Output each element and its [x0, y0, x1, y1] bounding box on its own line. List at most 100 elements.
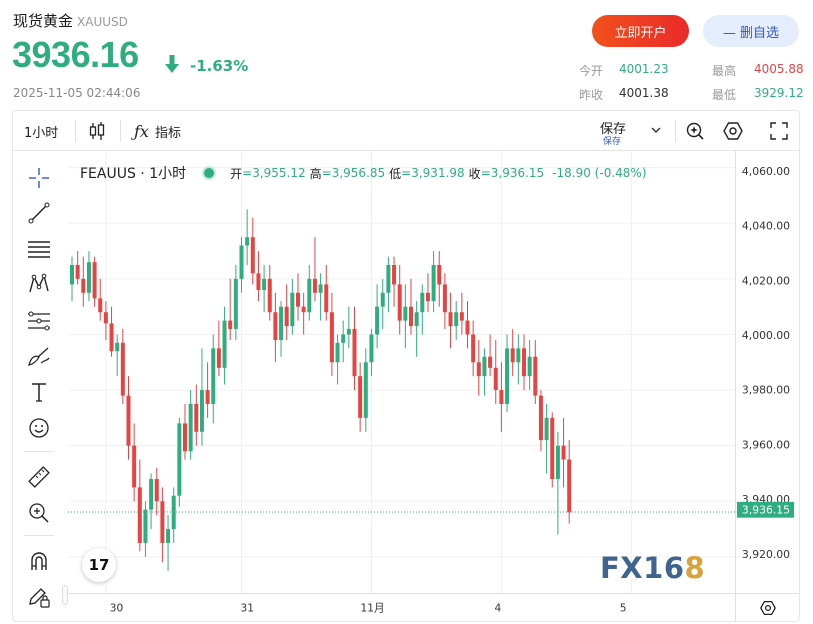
trend-line-tool[interactable]	[24, 198, 54, 228]
candle	[154, 467, 159, 516]
time-tick-label: 4	[494, 602, 501, 614]
candle-body	[222, 320, 227, 368]
candle	[273, 292, 278, 363]
candle-body	[154, 479, 159, 502]
candle-body	[352, 328, 357, 377]
zoom-tool[interactable]	[24, 498, 54, 528]
candle	[160, 487, 165, 563]
measure-tool[interactable]	[24, 462, 54, 492]
fullscreen-button[interactable]	[770, 118, 788, 144]
candle-body	[312, 278, 317, 293]
candle-body	[115, 342, 120, 352]
candle	[166, 515, 171, 571]
tradingview-logo[interactable]: 17	[82, 548, 116, 582]
axis-settings-button[interactable]	[735, 593, 799, 621]
candle	[454, 301, 459, 341]
settings-button[interactable]	[723, 118, 743, 144]
candle-body	[177, 423, 182, 496]
save-button[interactable]: 保存 保存	[598, 117, 668, 147]
candle-body	[98, 298, 103, 313]
candle	[137, 459, 142, 552]
candle-body	[70, 264, 74, 285]
candle	[120, 328, 125, 404]
pattern-tool[interactable]	[24, 269, 54, 299]
crosshair-tool[interactable]	[24, 163, 54, 193]
time-tick-label: 30	[110, 602, 124, 614]
candle-body	[454, 312, 459, 327]
candle	[538, 390, 543, 452]
candle-body	[211, 348, 216, 404]
brush-tool[interactable]	[24, 341, 54, 371]
candle-body	[318, 284, 323, 293]
candle-body	[103, 312, 108, 324]
magnet-icon	[31, 552, 47, 570]
pencil-lock-icon	[29, 588, 50, 608]
candle	[488, 334, 493, 377]
toolbar-separator	[675, 120, 676, 142]
candle-body	[437, 264, 442, 285]
candle	[522, 334, 526, 391]
candle	[341, 320, 346, 363]
candle-body	[205, 390, 210, 404]
candle	[505, 334, 510, 413]
candle	[290, 278, 295, 335]
indicators-label: 指标	[154, 125, 181, 141]
candle	[335, 334, 340, 385]
quote-timestamp: 2025-11-05 02:44:06	[13, 86, 141, 100]
candle-body	[239, 245, 244, 279]
candle	[493, 340, 498, 404]
candle	[86, 251, 91, 302]
interval-selector[interactable]: 1小时	[24, 125, 59, 141]
horizontal-lines-tool[interactable]	[24, 234, 54, 264]
price-axis[interactable]: 4,060.00 4,040.00 4,020.00 4,000.00 3,980.00…	[735, 151, 799, 593]
time-axis[interactable]: 30 31 11月 4 5	[68, 593, 735, 621]
instrument-name: 现货黄金	[13, 12, 74, 30]
legend-open-value: =3,955.12	[242, 166, 306, 180]
text-tool[interactable]	[24, 377, 54, 407]
tools-separator	[24, 535, 54, 536]
candle-body	[262, 278, 267, 290]
legend-low-label: 低	[389, 166, 402, 181]
horizontal-lines-icon	[28, 241, 50, 258]
candle-body	[324, 284, 329, 313]
candle-body	[279, 306, 284, 341]
fullscreen-icon	[770, 122, 788, 140]
remove-favorite-button[interactable]: — 删自选	[703, 15, 799, 47]
candle	[199, 348, 204, 446]
open-account-button[interactable]: 立即开户	[592, 15, 689, 47]
candle	[177, 417, 182, 507]
candle-body	[403, 306, 408, 321]
candle-body	[522, 348, 526, 377]
candle-body	[561, 445, 566, 460]
crosshair-icon	[29, 168, 49, 188]
candle	[425, 273, 430, 313]
candle-body	[567, 459, 572, 513]
candle	[403, 284, 408, 349]
instrument-title: 现货黄金 XAUUSD	[13, 10, 128, 31]
indicators-button[interactable]: ƒx 指标	[134, 118, 181, 144]
candle	[312, 237, 317, 302]
candle-body	[375, 306, 380, 335]
fib-tool[interactable]	[24, 306, 54, 336]
candle	[301, 292, 306, 335]
magnet-tool[interactable]	[24, 546, 54, 576]
candle	[194, 384, 199, 446]
candle	[216, 320, 221, 377]
pattern-icon	[29, 273, 49, 293]
candlestick-icon[interactable]	[88, 118, 106, 144]
quick-search-button[interactable]	[685, 118, 705, 144]
lock-drawings-tool[interactable]	[24, 582, 54, 612]
candle-body	[160, 501, 165, 543]
candle-body	[307, 278, 312, 313]
candle-body	[245, 237, 250, 246]
candle-body	[425, 292, 430, 302]
candle-body	[143, 509, 148, 543]
candle	[386, 256, 391, 313]
candle-body	[284, 306, 289, 327]
emoji-tool[interactable]	[24, 413, 54, 443]
candle	[143, 501, 148, 557]
toolbar-scroll-handle[interactable]	[62, 585, 68, 605]
candle	[482, 348, 487, 396]
candle-body	[476, 362, 481, 377]
candlestick-chart[interactable]	[68, 151, 735, 593]
